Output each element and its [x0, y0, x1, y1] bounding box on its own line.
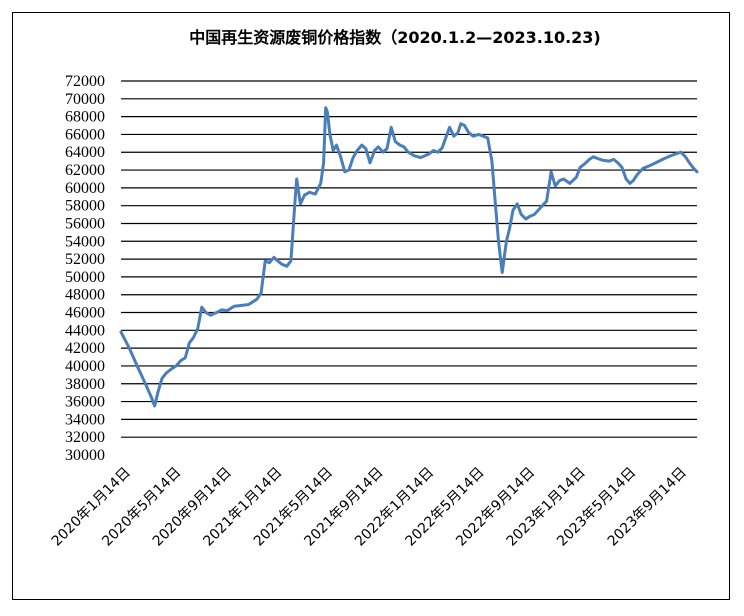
- y-tick-label: 50000: [65, 269, 105, 286]
- y-tick-label: 70000: [65, 91, 105, 108]
- y-tick-label: 30000: [65, 447, 105, 464]
- y-axis-tick-labels: 3000032000340003600038000400004200044000…: [65, 73, 105, 464]
- y-tick-label: 62000: [65, 162, 105, 179]
- x-axis-tick-labels: 2020年1月14日2020年5月14日2020年9月14日2021年1月14日…: [49, 465, 690, 550]
- chart-frame: 中国再生资源废铜价格指数（2020.1.2—2023.10.23) 30000 3…: [12, 12, 730, 600]
- gridlines: [121, 80, 697, 438]
- chart-title: 中国再生资源废铜价格指数（2020.1.2—2023.10.23): [189, 28, 601, 47]
- y-tick-label: 48000: [65, 287, 105, 304]
- y-tick-label: 68000: [65, 109, 105, 126]
- series-line: [119, 106, 699, 408]
- y-tick-label: 32000: [65, 429, 105, 446]
- y-tick-label: 60000: [65, 180, 105, 197]
- y-tick-label: 44000: [65, 322, 105, 339]
- series-layer: [119, 106, 699, 408]
- y-tick-label: 52000: [65, 251, 105, 268]
- y-tick-label: 54000: [65, 233, 105, 250]
- y-tick-label: 66000: [65, 126, 105, 143]
- y-tick-label: 38000: [65, 376, 105, 393]
- y-tick-label: 64000: [65, 144, 105, 161]
- y-tick-label: 46000: [65, 305, 105, 322]
- y-tick-label: 42000: [65, 340, 105, 357]
- y-tick-label: 36000: [65, 394, 105, 411]
- y-tick-label: 40000: [65, 358, 105, 375]
- y-tick-label: 34000: [65, 411, 105, 428]
- line-chart: 中国再生资源废铜价格指数（2020.1.2—2023.10.23) 300003…: [49, 28, 699, 550]
- y-tick-label: 56000: [65, 215, 105, 232]
- y-tick-label: 58000: [65, 198, 105, 215]
- y-tick-label: 72000: [65, 73, 105, 90]
